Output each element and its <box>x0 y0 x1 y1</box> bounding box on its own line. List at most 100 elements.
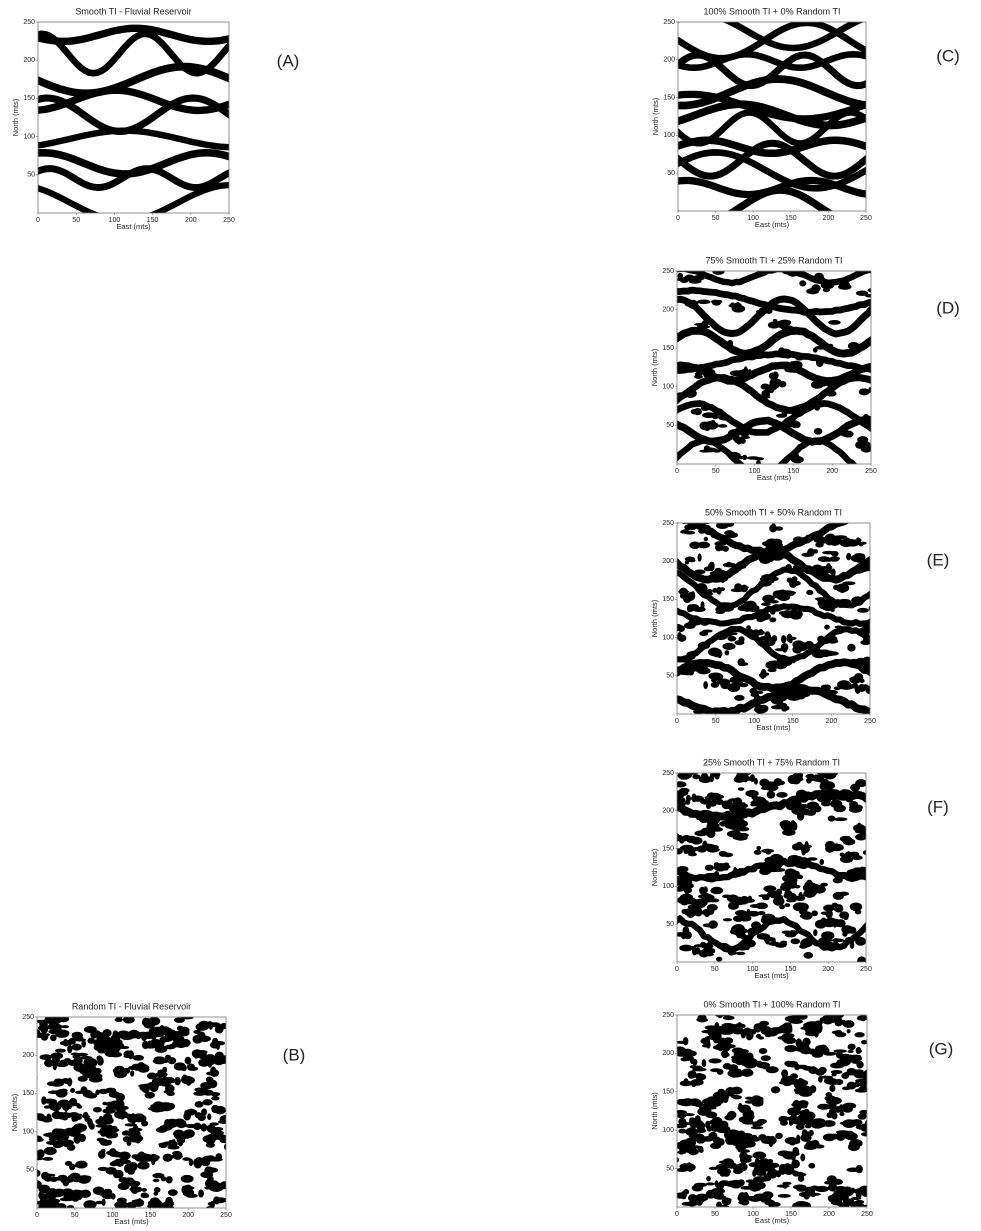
blob <box>727 818 733 821</box>
blob <box>212 1056 219 1063</box>
blob <box>818 556 831 562</box>
blob <box>845 852 856 858</box>
blob <box>700 799 712 805</box>
blob <box>44 1057 51 1060</box>
blob <box>218 1120 228 1124</box>
blob <box>200 1171 213 1178</box>
blob <box>701 405 709 411</box>
blob <box>754 850 762 855</box>
blob <box>856 1165 863 1173</box>
blob <box>816 587 821 593</box>
blob <box>855 685 861 694</box>
blob <box>742 778 748 783</box>
blob <box>141 1188 147 1192</box>
blob <box>832 1112 838 1119</box>
blob <box>787 1107 800 1116</box>
blob <box>843 1103 857 1109</box>
blob <box>831 1079 840 1085</box>
blob <box>106 1140 112 1145</box>
blob <box>740 896 749 905</box>
blob <box>706 1182 715 1185</box>
panel-title: 75% Smooth TI + 25% Random TI <box>706 255 843 265</box>
blob <box>200 1123 207 1131</box>
blob <box>710 906 714 913</box>
blob <box>800 1027 808 1030</box>
channel <box>33 131 233 148</box>
blob <box>722 1027 735 1034</box>
blob <box>716 957 722 962</box>
blob <box>142 1018 149 1027</box>
x-tick-label: 200 <box>185 217 197 224</box>
blob <box>857 608 869 613</box>
facies-image <box>668 1008 877 1211</box>
blob <box>854 826 862 831</box>
blob <box>798 1046 803 1052</box>
blob <box>718 1205 729 1210</box>
blob <box>759 307 768 312</box>
blob <box>728 452 741 461</box>
blob <box>828 320 841 325</box>
blob <box>192 1049 203 1058</box>
blob <box>737 1049 749 1053</box>
facies-image <box>33 28 233 220</box>
blob <box>679 788 690 793</box>
blob <box>820 689 825 694</box>
blob <box>832 1031 841 1035</box>
blob <box>751 921 761 930</box>
blob <box>702 629 712 632</box>
blob <box>700 586 708 593</box>
blob <box>865 685 873 693</box>
blob <box>857 436 868 443</box>
blob <box>743 1157 747 1163</box>
blob <box>694 523 700 528</box>
blob <box>869 606 874 612</box>
blob <box>678 273 683 279</box>
blob <box>813 347 818 352</box>
x-axis-label: East (mts) <box>755 1216 790 1225</box>
blob <box>727 1111 736 1119</box>
x-tick-label: 250 <box>861 1211 873 1218</box>
blob <box>719 1096 730 1100</box>
y-tick-label: 150 <box>662 845 674 852</box>
blob <box>168 1201 173 1208</box>
blob <box>738 432 748 436</box>
blob <box>778 1150 791 1156</box>
blob <box>786 892 792 899</box>
blob <box>800 1134 811 1142</box>
blob <box>722 643 735 650</box>
x-tick-label: 200 <box>823 215 835 222</box>
y-tick-label: 200 <box>23 57 35 64</box>
blob <box>723 711 735 716</box>
blob <box>819 859 824 865</box>
blob <box>768 937 773 942</box>
blob <box>80 1086 87 1094</box>
blob <box>778 1194 791 1198</box>
blob <box>678 1118 686 1125</box>
panel-title: 0% Smooth TI + 100% Random TI <box>704 999 841 1009</box>
blob <box>800 1154 805 1162</box>
blob <box>723 1063 732 1070</box>
blob <box>732 951 736 954</box>
blob <box>847 1055 853 1060</box>
blob <box>701 773 709 782</box>
blob <box>737 827 750 832</box>
blob <box>837 1202 845 1206</box>
blob <box>753 1152 767 1159</box>
panel: 0501001502002505010015020025050% Smooth … <box>650 507 949 732</box>
blob <box>198 1036 211 1042</box>
blob <box>828 815 836 821</box>
blob <box>766 851 771 854</box>
blob <box>840 852 845 856</box>
blob <box>678 1129 686 1134</box>
y-tick-label: 150 <box>663 94 675 101</box>
blob <box>694 323 707 326</box>
blob <box>677 625 685 632</box>
blob <box>787 422 799 427</box>
blob <box>761 669 767 677</box>
blob <box>78 1076 88 1082</box>
blob <box>64 1132 68 1137</box>
blob <box>801 406 808 410</box>
blob <box>692 793 697 802</box>
blob <box>682 1202 693 1206</box>
blob <box>861 1132 874 1137</box>
